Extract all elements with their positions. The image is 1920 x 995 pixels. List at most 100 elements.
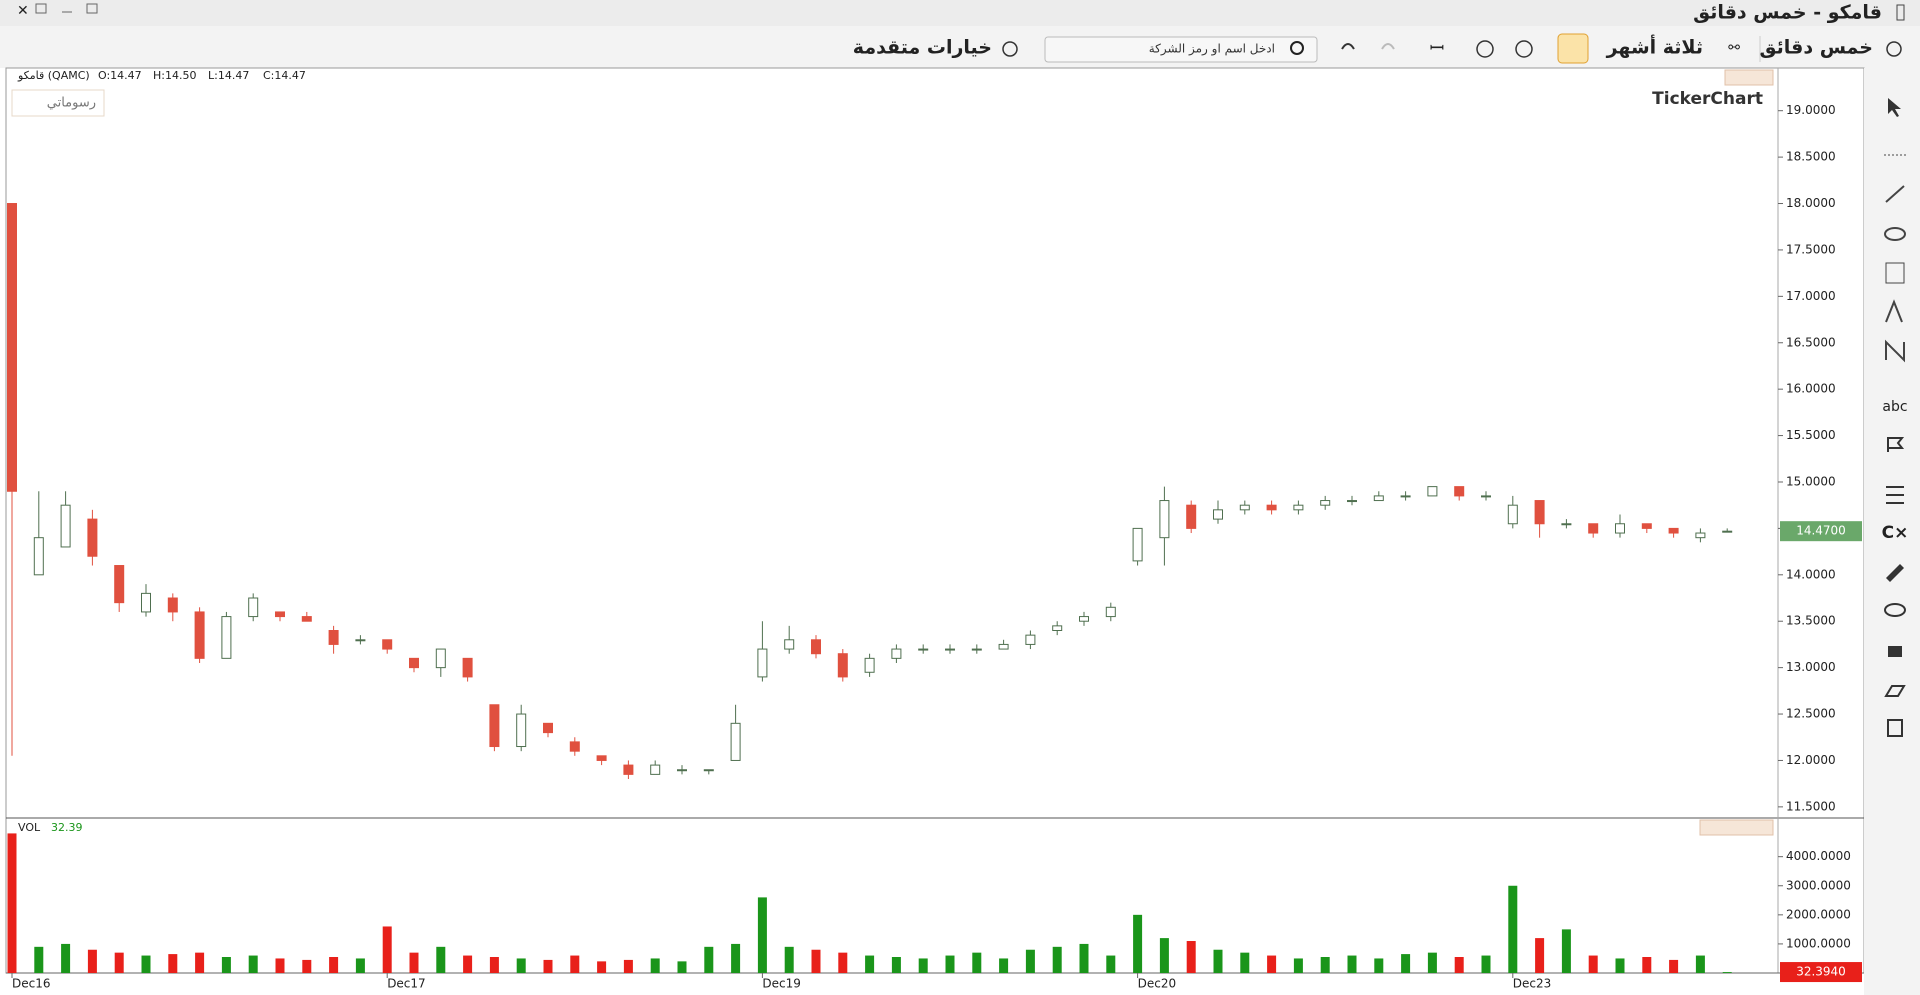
redo-button[interactable]: [1381, 43, 1395, 50]
y-tick-label: 3000.0000: [1786, 878, 1851, 892]
undo-button[interactable]: [1341, 43, 1355, 50]
volume-bar: [1722, 972, 1732, 973]
eraser-tool[interactable]: [1884, 685, 1906, 697]
volume-bar: [757, 897, 767, 973]
volume-bar: [704, 946, 714, 973]
fib-tool[interactable]: [1885, 262, 1905, 284]
candle-body: [435, 648, 446, 669]
candle-body: [1722, 530, 1733, 533]
candle-body: [1052, 625, 1063, 631]
pattern-tool[interactable]: [1885, 299, 1903, 323]
volume-bar: [1347, 955, 1357, 973]
volume-bar: [302, 959, 312, 973]
x-tick-label: Dec16: [12, 977, 51, 991]
clear-tool[interactable]: C×: [1882, 523, 1909, 543]
wave-tool[interactable]: [1885, 339, 1905, 363]
window-icon: [1896, 4, 1905, 21]
advanced-options[interactable]: خيارات متقدمة: [853, 37, 992, 59]
candle-body: [1668, 527, 1679, 534]
candle-body: [1159, 500, 1170, 539]
candle-body: [1105, 606, 1116, 618]
candle-body: [382, 639, 393, 650]
volume-bar: [838, 952, 848, 973]
volume-bar: [436, 946, 446, 973]
pane-controls[interactable]: [1724, 69, 1774, 86]
volume-bar: [1561, 929, 1571, 973]
volume-bar: [87, 949, 97, 973]
candle-body: [1534, 500, 1545, 525]
candle-body: [945, 648, 955, 651]
candle-body: [275, 611, 285, 618]
ohlc-value: O:14.47: [98, 69, 142, 82]
indicator-button[interactable]: [1515, 40, 1533, 58]
volume-bar: [1293, 958, 1303, 973]
pointer-tool[interactable]: [1888, 98, 1901, 117]
candle-body: [1293, 504, 1304, 511]
candle-body: [489, 704, 500, 748]
candle-body: [87, 518, 98, 557]
volume-bar: [999, 958, 1009, 973]
drawings-button[interactable]: [11, 89, 105, 117]
candle-body: [971, 648, 982, 651]
draw-mode-button[interactable]: [1557, 33, 1589, 64]
period-icon: ⚯: [1728, 40, 1740, 56]
volume-bar: [1535, 938, 1545, 973]
volume-title: VOL: [18, 821, 41, 834]
candle-body: [1373, 495, 1384, 502]
ohlc-value: H:14.50: [153, 69, 196, 82]
volume-bar: [1695, 955, 1705, 973]
search-icon[interactable]: [1290, 41, 1304, 55]
volume-bar: [114, 952, 124, 973]
side-toolbar: [1864, 68, 1920, 995]
candle-body: [703, 769, 714, 772]
volume-bar: [1508, 885, 1518, 973]
candle-body: [1427, 486, 1438, 497]
volume-bar: [1642, 957, 1652, 973]
hide-tool[interactable]: [1884, 603, 1906, 617]
volume-bar: [1669, 959, 1679, 973]
delete-tool[interactable]: [1887, 719, 1903, 737]
compare-button[interactable]: ꟷ: [1430, 38, 1445, 59]
close-button[interactable]: ✕: [17, 3, 29, 19]
candle-body: [221, 616, 232, 659]
volume-bar: [7, 833, 17, 973]
candle-body: [462, 657, 473, 678]
candle-body: [248, 597, 259, 618]
settings-tool[interactable]: [1886, 486, 1904, 504]
candle-body: [301, 616, 312, 622]
candle-body: [1695, 532, 1706, 539]
volume-bar: [34, 946, 44, 973]
lock-tool[interactable]: [1888, 646, 1902, 657]
volume-bar: [1213, 949, 1223, 973]
shape-tool[interactable]: [1884, 227, 1906, 241]
period-button[interactable]: ثلاثة أشهر: [1606, 35, 1703, 59]
candle-body: [1347, 500, 1357, 503]
side-tools: abc C×: [1882, 98, 1909, 737]
ohlc-value: L:14.47: [208, 69, 249, 82]
auto-button[interactable]: [1476, 40, 1494, 58]
candle-body: [114, 565, 125, 604]
search-box[interactable]: [1044, 36, 1318, 63]
candle-body: [596, 755, 607, 761]
x-tick-label: Dec23: [1513, 977, 1552, 991]
drawings-label: رسوماتي: [47, 96, 96, 111]
line-tool[interactable]: [1885, 185, 1905, 203]
restore-button[interactable]: [35, 3, 47, 14]
candle-body: [33, 537, 44, 576]
y-tick-label: 18.5000: [1786, 150, 1836, 164]
brush-tool[interactable]: [1886, 564, 1904, 582]
candle-body: [864, 657, 875, 673]
volume-bar: [1133, 914, 1143, 973]
volume-bar: [945, 955, 955, 973]
flag-tool[interactable]: [1887, 437, 1905, 452]
candle-body: [141, 592, 151, 613]
volume-pane-controls[interactable]: [1699, 819, 1774, 836]
text-tool[interactable]: abc: [1882, 399, 1907, 415]
float-button[interactable]: [86, 3, 98, 14]
interval-button[interactable]: خمس دقائق: [1760, 37, 1874, 59]
y-tick-label: 4000.0000: [1786, 849, 1851, 863]
candle-body: [1266, 504, 1277, 511]
y-tick-label: 15.0000: [1786, 474, 1836, 488]
candle-body: [998, 643, 1009, 650]
